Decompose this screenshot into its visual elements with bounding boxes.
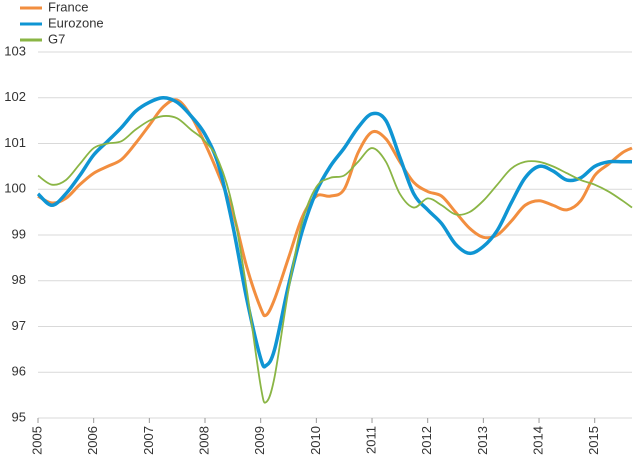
y-tick-label: 99 (12, 226, 26, 241)
y-tick-label: 98 (12, 272, 26, 287)
y-tick-label: 97 (12, 318, 26, 333)
x-tick-label: 2012 (419, 426, 434, 455)
legend-label: Eurozone (48, 15, 104, 30)
y-tick-label: 102 (4, 89, 26, 104)
series-line (37, 115, 633, 404)
x-tick-label: 2007 (141, 426, 156, 455)
y-tick-label: 103 (4, 43, 26, 58)
x-tick-label: 2010 (308, 426, 323, 455)
x-tick-label: 2009 (252, 426, 267, 455)
legend-label: G7 (48, 31, 65, 46)
y-tick-label: 96 (12, 364, 26, 379)
y-tick-label: 101 (4, 135, 26, 150)
x-tick-label: 2008 (196, 426, 211, 455)
y-tick-label: 100 (4, 181, 26, 196)
x-tick-label: 2006 (85, 426, 100, 455)
legend-label: France (48, 0, 88, 14)
x-tick-label: 2011 (363, 426, 378, 454)
x-tick-label: 2005 (29, 426, 44, 455)
series-line (37, 98, 633, 318)
x-tick-label: 2013 (475, 426, 490, 455)
x-tick-label: 2014 (530, 426, 545, 455)
x-tick-label: 2015 (586, 426, 601, 455)
y-tick-label: 95 (12, 409, 26, 424)
series-line (36, 96, 632, 369)
